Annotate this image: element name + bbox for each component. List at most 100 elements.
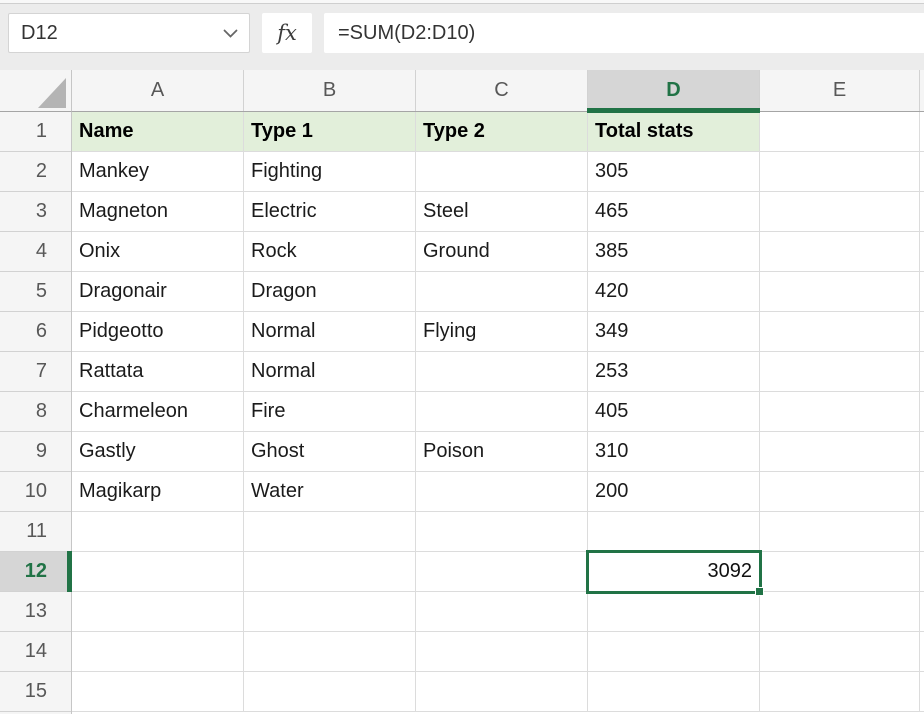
cell-e3[interactable]: [760, 192, 920, 232]
cell-e14[interactable]: [760, 632, 920, 672]
cell-d1[interactable]: Total stats: [588, 112, 760, 152]
cell-d10[interactable]: 200: [588, 472, 760, 512]
column-header-e[interactable]: E: [760, 70, 920, 111]
row-header-6[interactable]: 6: [0, 312, 71, 352]
cell-e8[interactable]: [760, 392, 920, 432]
cell-c7[interactable]: [416, 352, 588, 392]
cell-c11[interactable]: [416, 512, 588, 552]
cell-d4[interactable]: 385: [588, 232, 760, 272]
cell-c13[interactable]: [416, 592, 588, 632]
column-header-c[interactable]: C: [416, 70, 588, 111]
cell-c3[interactable]: Steel: [416, 192, 588, 232]
formula-bar[interactable]: =SUM(D2:D10): [324, 13, 924, 53]
cell-a2[interactable]: Mankey: [72, 152, 244, 192]
cell-e2[interactable]: [760, 152, 920, 192]
cell-d2[interactable]: 305: [588, 152, 760, 192]
cell-e6[interactable]: [760, 312, 920, 352]
fill-handle[interactable]: [755, 587, 764, 596]
active-cell-selection-d12[interactable]: 3092: [586, 550, 764, 596]
name-box[interactable]: D12: [8, 13, 250, 53]
row-header-13[interactable]: 13: [0, 592, 71, 632]
cell-e9[interactable]: [760, 432, 920, 472]
row-header-8[interactable]: 8: [0, 392, 71, 432]
cell-c5[interactable]: [416, 272, 588, 312]
cell-e12[interactable]: [760, 552, 920, 592]
cell-b1[interactable]: Type 1: [244, 112, 416, 152]
cell-a3[interactable]: Magneton: [72, 192, 244, 232]
cell-c8[interactable]: [416, 392, 588, 432]
cell-c14[interactable]: [416, 632, 588, 672]
row-header-11[interactable]: 11: [0, 512, 71, 552]
cell-a15[interactable]: [72, 672, 244, 712]
cell-d7[interactable]: 253: [588, 352, 760, 392]
cell-d14[interactable]: [588, 632, 760, 672]
row-header-4[interactable]: 4: [0, 232, 71, 272]
cell-b14[interactable]: [244, 632, 416, 672]
cell-d3[interactable]: 465: [588, 192, 760, 232]
cell-e10[interactable]: [760, 472, 920, 512]
cell-b6[interactable]: Normal: [244, 312, 416, 352]
cell-b10[interactable]: Water: [244, 472, 416, 512]
cell-a9[interactable]: Gastly: [72, 432, 244, 472]
column-header-b[interactable]: B: [244, 70, 416, 111]
cell-c12[interactable]: [416, 552, 588, 592]
cell-c10[interactable]: [416, 472, 588, 512]
cell-a1[interactable]: Name: [72, 112, 244, 152]
row-header-14[interactable]: 14: [0, 632, 71, 672]
cell-e11[interactable]: [760, 512, 920, 552]
row-header-5[interactable]: 5: [0, 272, 71, 312]
cell-e7[interactable]: [760, 352, 920, 392]
cell-b9[interactable]: Ghost: [244, 432, 416, 472]
row-header-10[interactable]: 10: [0, 472, 71, 512]
row-header-12-selected[interactable]: 12: [0, 551, 72, 592]
cell-c1[interactable]: Type 2: [416, 112, 588, 152]
cell-c9[interactable]: Poison: [416, 432, 588, 472]
cell-b2[interactable]: Fighting: [244, 152, 416, 192]
column-header-d-selected[interactable]: D: [587, 70, 760, 113]
fx-button[interactable]: fx: [262, 13, 312, 53]
cell-a13[interactable]: [72, 592, 244, 632]
cell-e1[interactable]: [760, 112, 920, 152]
cell-a6[interactable]: Pidgeotto: [72, 312, 244, 352]
cell-a7[interactable]: Rattata: [72, 352, 244, 392]
cell-a10[interactable]: Magikarp: [72, 472, 244, 512]
cell-b12[interactable]: [244, 552, 416, 592]
row-header-7[interactable]: 7: [0, 352, 71, 392]
cell-b13[interactable]: [244, 592, 416, 632]
cell-a5[interactable]: Dragonair: [72, 272, 244, 312]
cell-d15[interactable]: [588, 672, 760, 712]
cell-c2[interactable]: [416, 152, 588, 192]
row-header-3[interactable]: 3: [0, 192, 71, 232]
cell-b7[interactable]: Normal: [244, 352, 416, 392]
cell-d6[interactable]: 349: [588, 312, 760, 352]
row-header-2[interactable]: 2: [0, 152, 71, 192]
cell-e15[interactable]: [760, 672, 920, 712]
cell-e5[interactable]: [760, 272, 920, 312]
cell-b5[interactable]: Dragon: [244, 272, 416, 312]
cell-b4[interactable]: Rock: [244, 232, 416, 272]
column-header-a[interactable]: A: [72, 70, 244, 111]
cell-c15[interactable]: [416, 672, 588, 712]
cell-d11[interactable]: [588, 512, 760, 552]
cell-a14[interactable]: [72, 632, 244, 672]
cell-d13[interactable]: [588, 592, 760, 632]
cell-a11[interactable]: [72, 512, 244, 552]
cell-c4[interactable]: Ground: [416, 232, 588, 272]
cell-b8[interactable]: Fire: [244, 392, 416, 432]
select-all-corner[interactable]: [0, 70, 72, 112]
cell-d9[interactable]: 310: [588, 432, 760, 472]
row-header-1[interactable]: 1: [0, 112, 71, 152]
cell-e13[interactable]: [760, 592, 920, 632]
row-header-9[interactable]: 9: [0, 432, 71, 472]
cell-b3[interactable]: Electric: [244, 192, 416, 232]
chevron-down-icon[interactable]: [223, 15, 238, 52]
cell-a12[interactable]: [72, 552, 244, 592]
cell-e4[interactable]: [760, 232, 920, 272]
cell-a8[interactable]: Charmeleon: [72, 392, 244, 432]
row-header-15[interactable]: 15: [0, 672, 71, 712]
cell-b11[interactable]: [244, 512, 416, 552]
cell-d5[interactable]: 420: [588, 272, 760, 312]
cell-a4[interactable]: Onix: [72, 232, 244, 272]
cell-b15[interactable]: [244, 672, 416, 712]
cell-c6[interactable]: Flying: [416, 312, 588, 352]
